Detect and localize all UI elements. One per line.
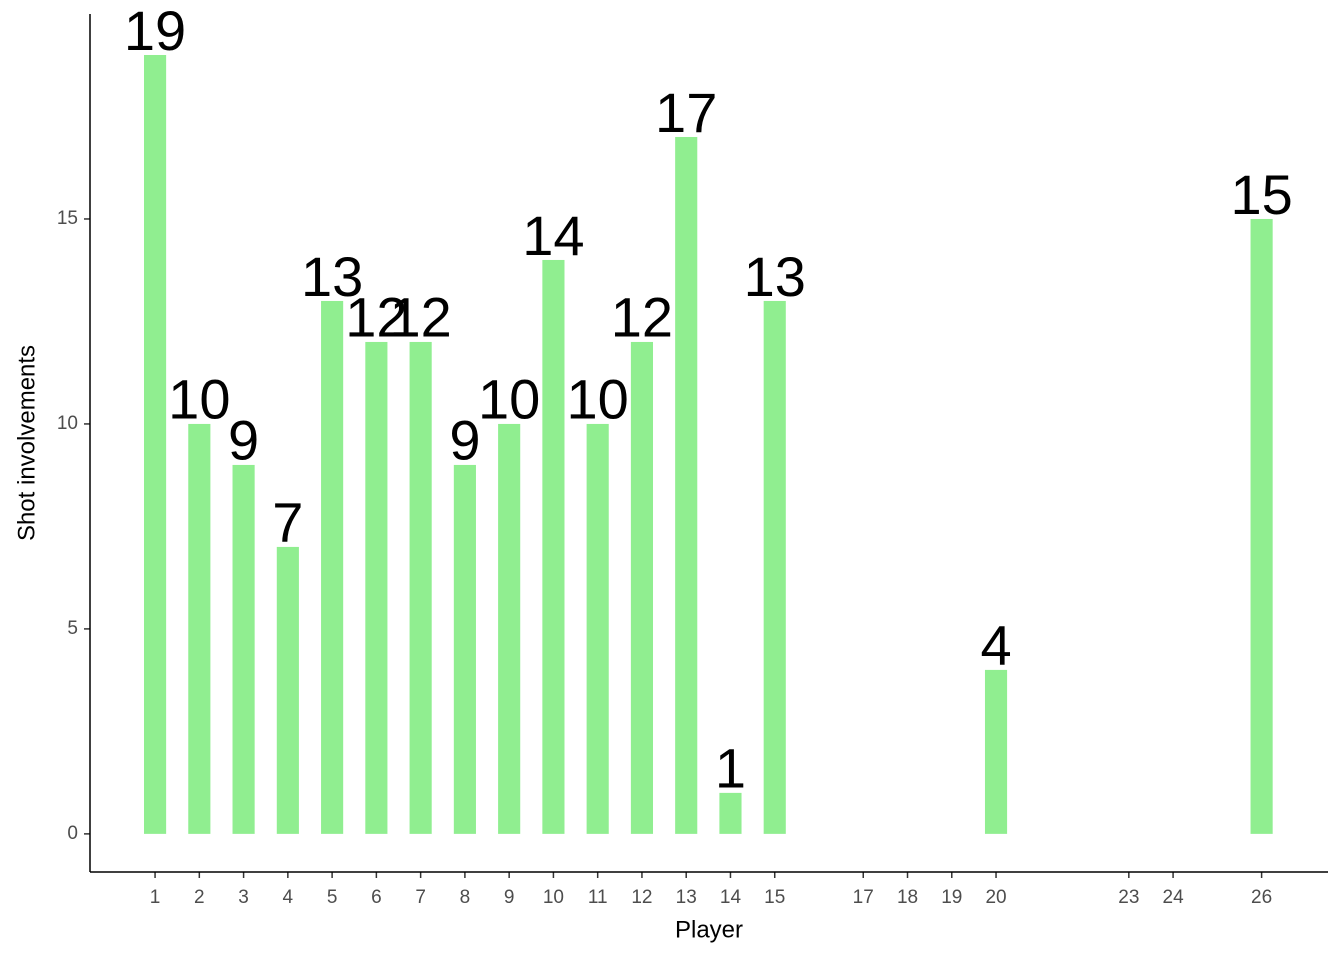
- bar: [719, 792, 742, 834]
- bar: [365, 341, 388, 834]
- bar: [498, 423, 521, 834]
- data-label: 19: [124, 0, 186, 62]
- data-label: 9: [228, 409, 259, 472]
- x-tick-label: 7: [415, 887, 426, 908]
- x-tick-label: 23: [1118, 887, 1139, 908]
- bar: [1250, 218, 1273, 834]
- data-label: 12: [611, 286, 673, 349]
- x-tick-label: 4: [283, 887, 294, 908]
- x-tick-label: 3: [238, 887, 249, 908]
- x-tick-label: 10: [543, 887, 564, 908]
- data-label: 15: [1230, 163, 1292, 226]
- data-label: 10: [567, 368, 629, 431]
- data-label: 1: [715, 737, 746, 800]
- bar: [542, 259, 565, 834]
- bar: [763, 300, 786, 834]
- y-tick-label: 5: [67, 618, 78, 639]
- x-tick-label: 18: [897, 887, 918, 908]
- x-tick-label: 19: [941, 887, 962, 908]
- y-axis-title: Shot involvements: [13, 345, 40, 541]
- bar: [409, 341, 432, 834]
- x-tick-label: 2: [194, 887, 205, 908]
- y-tick-label: 15: [57, 208, 78, 229]
- data-label: 7: [272, 491, 303, 554]
- data-label: 10: [168, 368, 230, 431]
- x-tick-label: 14: [720, 887, 742, 908]
- x-tick-label: 12: [631, 887, 652, 908]
- x-tick-label: 11: [588, 887, 608, 908]
- bar: [586, 423, 609, 834]
- x-tick-label: 24: [1163, 887, 1185, 908]
- data-label: 12: [389, 286, 451, 349]
- bar: [143, 54, 167, 834]
- bar: [453, 464, 476, 834]
- x-tick-label: 5: [327, 887, 338, 908]
- x-tick-label: 17: [853, 887, 874, 908]
- x-tick-label: 26: [1251, 887, 1272, 908]
- x-tick-label: 6: [371, 887, 382, 908]
- bar: [276, 546, 299, 834]
- bar: [675, 136, 698, 834]
- x-tick-label: 15: [764, 887, 785, 908]
- data-label: 13: [301, 245, 363, 308]
- x-tick-label: 1: [150, 887, 161, 908]
- bar: [984, 669, 1008, 834]
- data-label: 14: [522, 204, 584, 267]
- x-tick-label: 8: [460, 887, 471, 908]
- data-label: 17: [655, 81, 717, 144]
- y-tick-label: 0: [67, 823, 78, 844]
- data-label: 9: [449, 409, 480, 472]
- bar: [321, 300, 344, 834]
- x-tick-label: 13: [676, 887, 697, 908]
- x-tick-label: 9: [504, 887, 515, 908]
- x-tick-label: 20: [985, 887, 1006, 908]
- bar: [232, 464, 255, 834]
- data-label: 13: [744, 245, 806, 308]
- data-label: 4: [980, 614, 1011, 677]
- data-label: 12: [345, 286, 407, 349]
- y-tick-label: 10: [57, 413, 78, 434]
- bar: [630, 341, 654, 834]
- data-label: 10: [478, 368, 540, 431]
- x-axis-title: Player: [675, 916, 743, 943]
- bar: [188, 423, 211, 834]
